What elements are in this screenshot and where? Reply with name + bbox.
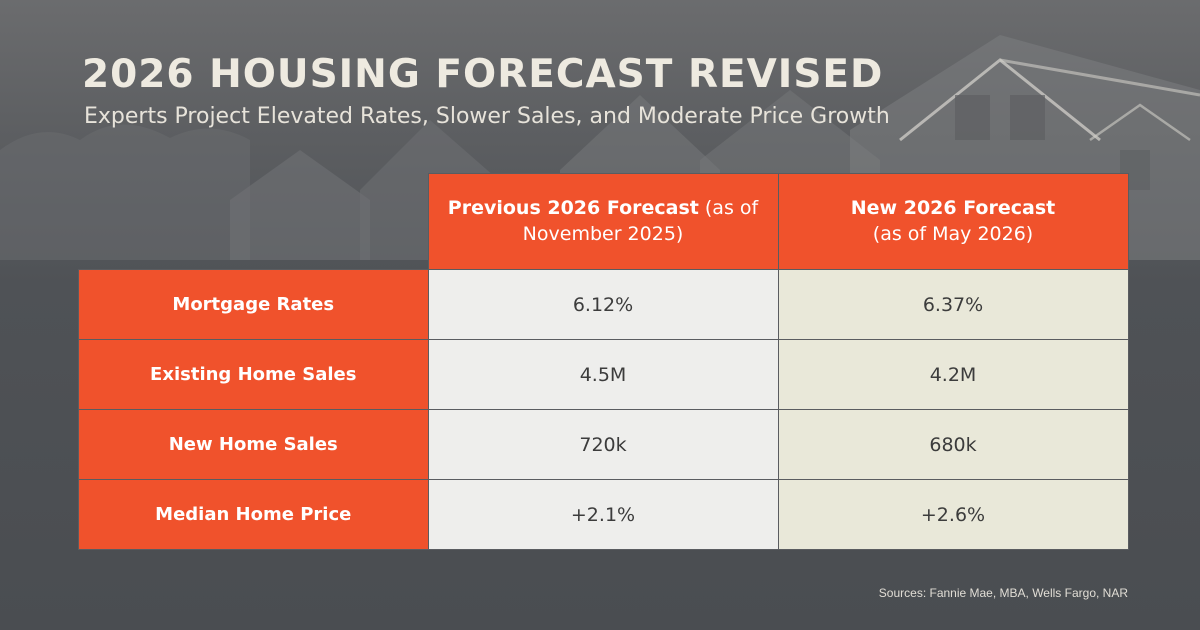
column-header-new-date: (as of May 2026) [872, 222, 1034, 245]
forecast-table-container: Previous 2026 Forecast (as of November 2… [78, 173, 1129, 550]
cell-new-mortgage-rates: 6.37% [777, 269, 1129, 340]
page-subtitle: Experts Project Elevated Rates, Slower S… [84, 104, 890, 129]
column-header-previous-date: November 2025) [522, 222, 684, 245]
column-header-new: New 2026 Forecast (as of May 2026) [777, 173, 1129, 270]
page-title: 2026 HOUSING FORECAST REVISED [82, 52, 884, 97]
row-label-mortgage-rates: Mortgage Rates [78, 269, 429, 340]
table-row: New Home Sales 720k 680k [78, 409, 1129, 480]
table-corner-cell [79, 174, 429, 270]
cell-previous-mortgage-rates: 6.12% [427, 269, 779, 340]
cell-previous-existing-home-sales: 4.5M [427, 339, 779, 410]
row-label-new-home-sales: New Home Sales [78, 409, 429, 480]
cell-new-new-home-sales: 680k [777, 409, 1129, 480]
table-row: Median Home Price +2.1% +2.6% [78, 479, 1129, 550]
table-row: Existing Home Sales 4.5M 4.2M [78, 339, 1129, 410]
column-header-previous-suffix: (as of [698, 196, 759, 219]
forecast-table: Previous 2026 Forecast (as of November 2… [78, 173, 1129, 550]
cell-new-existing-home-sales: 4.2M [777, 339, 1129, 410]
cell-previous-median-home-price: +2.1% [427, 479, 779, 550]
table-row: Mortgage Rates 6.12% 6.37% [78, 269, 1129, 340]
column-header-new-title: New 2026 Forecast [850, 196, 1056, 219]
column-header-previous: Previous 2026 Forecast (as of November 2… [427, 173, 779, 270]
row-label-median-home-price: Median Home Price [78, 479, 429, 550]
cell-previous-new-home-sales: 720k [427, 409, 779, 480]
sources-note: Sources: Fannie Mae, MBA, Wells Fargo, N… [878, 586, 1128, 600]
column-header-previous-title: Previous 2026 Forecast [447, 196, 699, 219]
cell-new-median-home-price: +2.6% [777, 479, 1129, 550]
row-label-existing-home-sales: Existing Home Sales [78, 339, 429, 410]
table-header-row: Previous 2026 Forecast (as of November 2… [79, 173, 1129, 270]
